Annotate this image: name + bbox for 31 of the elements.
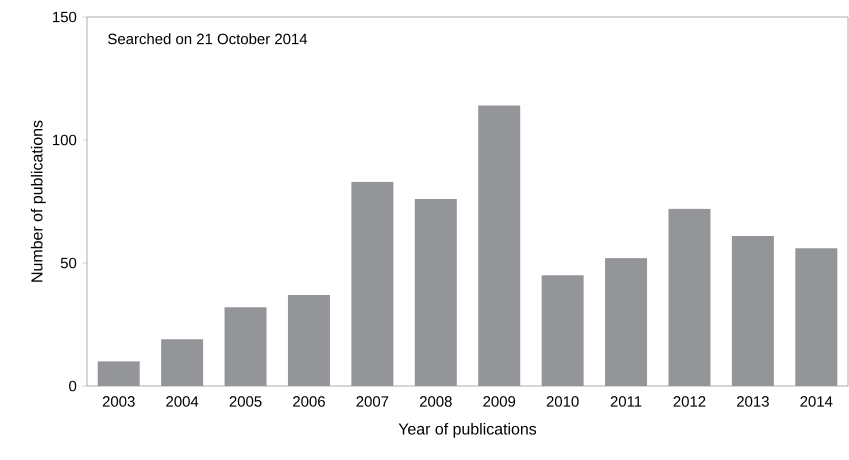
x-tick-label: 2006 xyxy=(293,396,325,407)
x-tick-label: 2010 xyxy=(546,396,579,407)
annotation: Searched on 21 October 2014 xyxy=(108,33,308,44)
x-tick-label: 2009 xyxy=(483,396,516,407)
y-tick-label: 150 xyxy=(53,12,76,22)
x-tick-label: 2008 xyxy=(420,396,452,407)
y-axis-title: Number of publications xyxy=(30,120,46,282)
bar xyxy=(542,275,584,386)
bar xyxy=(161,339,204,386)
x-tick-label: 2004 xyxy=(166,396,198,407)
bar xyxy=(98,361,140,386)
bar xyxy=(288,294,330,386)
bar xyxy=(351,182,394,386)
y-tick-label: 0 xyxy=(69,380,76,392)
x-tick-label: 2012 xyxy=(674,396,706,407)
bar xyxy=(224,307,267,386)
bar xyxy=(732,236,774,386)
bar xyxy=(668,208,710,386)
bar xyxy=(605,258,648,386)
bar xyxy=(795,248,838,386)
x-tick-label: 2007 xyxy=(356,396,388,407)
y-tick-label: 100 xyxy=(53,134,76,146)
bar xyxy=(478,106,520,386)
x-tick-label: 2005 xyxy=(230,396,262,407)
x-tick-label: 2014 xyxy=(800,396,832,407)
x-axis-title: Year of publications xyxy=(398,422,536,438)
x-tick-label: 2011 xyxy=(610,396,642,407)
x-tick-label: 2003 xyxy=(102,396,135,407)
y-tick-label: 50 xyxy=(60,258,76,268)
bar xyxy=(414,199,457,386)
x-tick-label: 2013 xyxy=(737,396,769,407)
